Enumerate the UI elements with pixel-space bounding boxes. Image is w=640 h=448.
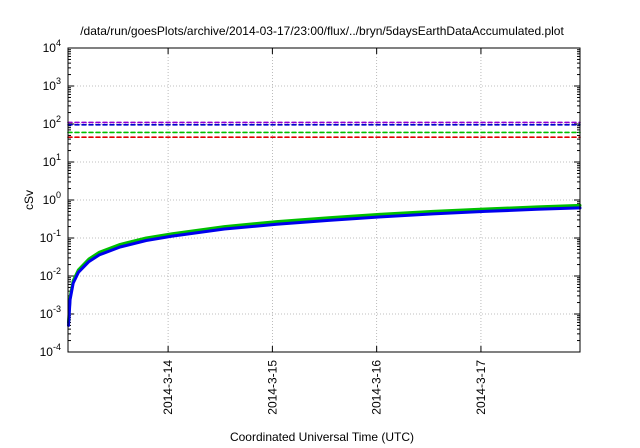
y-tick-label: 10-2 <box>40 266 61 283</box>
y-tick-label: 104 <box>43 38 61 55</box>
series-group <box>67 121 582 327</box>
x-tick-label: 2014-3-16 <box>370 360 384 415</box>
y-axis-label: cSv <box>22 190 36 210</box>
y-tick-label: 101 <box>43 152 61 169</box>
y-axis-ticks: 10-4 10-3 10-2 10-1 100 101 102 103 104 <box>40 38 580 359</box>
x-tick-label: 2014-3-14 <box>161 360 175 415</box>
y-tick-label: 103 <box>43 76 61 93</box>
y-tick-label: 102 <box>43 114 61 131</box>
grid <box>68 48 580 352</box>
y-tick-label: 10-4 <box>40 342 61 359</box>
y-tick-label: 10-1 <box>40 228 61 245</box>
x-axis-label: Coordinated Universal Time (UTC) <box>230 430 414 444</box>
plot-frame <box>67 47 581 353</box>
y-tick-label: 100 <box>43 190 61 207</box>
y-tick-label: 10-3 <box>40 304 61 321</box>
x-tick-label: 2014-3-17 <box>474 360 488 415</box>
dose-series-line <box>67 203 582 324</box>
x-tick-label: 2014-3-15 <box>265 360 279 415</box>
dose-series-line <box>67 206 582 327</box>
x-axis-ticks: 2014-3-14 2014-3-15 2014-3-16 2014-3-17 <box>161 48 488 415</box>
chart-title: /data/run/goesPlots/archive/2014-03-17/2… <box>80 24 564 38</box>
